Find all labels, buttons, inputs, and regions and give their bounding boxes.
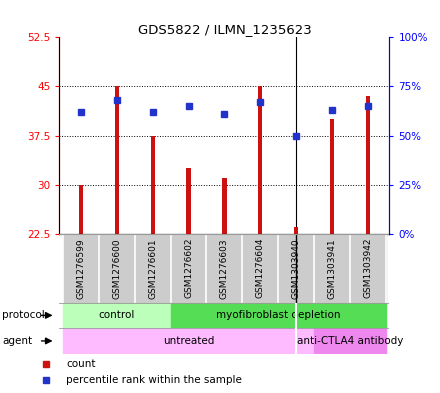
- Bar: [242, 234, 278, 303]
- Bar: [366, 96, 370, 234]
- Text: GSM1276602: GSM1276602: [184, 238, 193, 298]
- Text: GSM1276599: GSM1276599: [77, 238, 85, 299]
- Text: count: count: [66, 358, 95, 369]
- Text: agent: agent: [2, 336, 32, 346]
- Text: GSM1276604: GSM1276604: [256, 238, 265, 298]
- Bar: [258, 86, 262, 234]
- Text: myofibroblast depletion: myofibroblast depletion: [216, 310, 341, 320]
- Text: GSM1276600: GSM1276600: [112, 238, 121, 299]
- Bar: [222, 178, 227, 234]
- Bar: [294, 227, 298, 234]
- Bar: [187, 168, 191, 234]
- Bar: [206, 234, 242, 303]
- Bar: [150, 136, 155, 234]
- Bar: [63, 234, 99, 303]
- Text: GSM1276603: GSM1276603: [220, 238, 229, 299]
- Text: GSM1303942: GSM1303942: [363, 238, 372, 298]
- Text: GSM1303941: GSM1303941: [327, 238, 337, 299]
- Bar: [350, 234, 386, 303]
- Title: GDS5822 / ILMN_1235623: GDS5822 / ILMN_1235623: [138, 23, 311, 36]
- Text: control: control: [99, 310, 135, 320]
- Bar: [330, 119, 334, 234]
- Text: untreated: untreated: [163, 336, 214, 346]
- Bar: [171, 234, 206, 303]
- Bar: [314, 234, 350, 303]
- Text: anti-CTLA4 antibody: anti-CTLA4 antibody: [297, 336, 403, 346]
- Bar: [99, 234, 135, 303]
- Bar: [314, 328, 386, 354]
- Text: protocol: protocol: [2, 310, 45, 320]
- Bar: [278, 234, 314, 303]
- Bar: [115, 86, 119, 234]
- Bar: [79, 185, 83, 234]
- Bar: [171, 303, 386, 328]
- Bar: [135, 234, 171, 303]
- Text: GSM1276601: GSM1276601: [148, 238, 157, 299]
- Text: percentile rank within the sample: percentile rank within the sample: [66, 375, 242, 385]
- Text: GSM1303940: GSM1303940: [292, 238, 301, 299]
- Bar: [63, 303, 171, 328]
- Bar: [63, 328, 314, 354]
